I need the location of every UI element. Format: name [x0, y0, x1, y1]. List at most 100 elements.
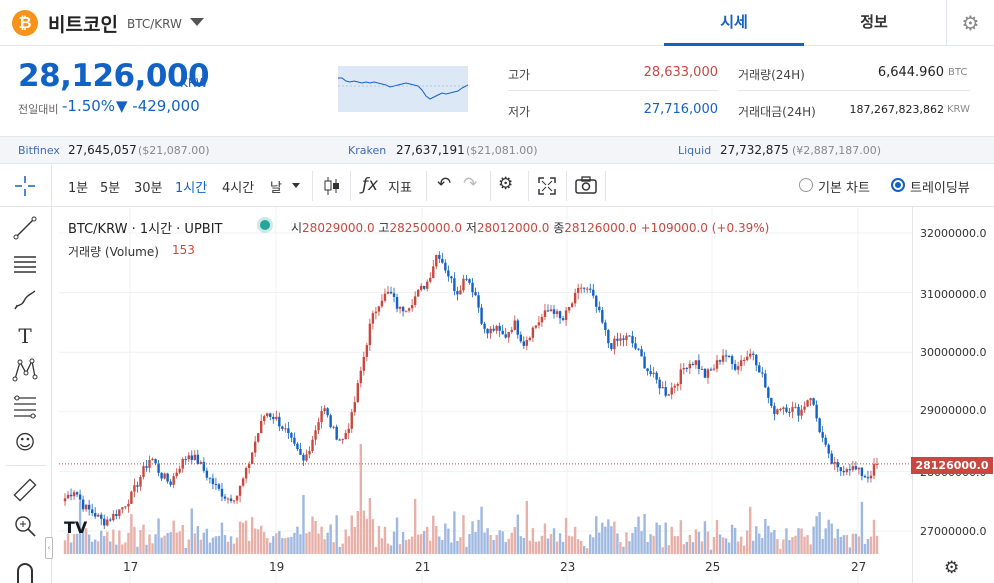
volume-bar: [429, 540, 432, 554]
candle: [516, 320, 519, 335]
candle: [356, 383, 360, 403]
candle: [854, 466, 858, 470]
exchange-name[interactable]: Liquid: [678, 144, 712, 157]
candle: [570, 303, 574, 307]
candle: [374, 311, 378, 314]
volume-bar: [81, 529, 85, 554]
candle: [423, 285, 426, 289]
coin-name[interactable]: 비트코인: [48, 14, 118, 36]
volume-bar: [353, 527, 356, 554]
volume-bar: [380, 538, 384, 554]
pattern-tool-icon[interactable]: [12, 357, 38, 383]
interval-1h[interactable]: 1시간: [175, 181, 208, 196]
tradingview-logo[interactable]: TV: [64, 518, 88, 537]
volume-bar: [100, 530, 103, 554]
basic-chart-label[interactable]: 기본 차트: [818, 181, 870, 196]
volume-bar: [516, 514, 519, 554]
magnet-icon[interactable]: [12, 559, 38, 583]
indicator-button[interactable]: 지표: [388, 181, 412, 196]
candle: [190, 455, 193, 460]
volume-bar: [573, 526, 577, 554]
candle: [160, 472, 163, 479]
candle: [727, 355, 731, 357]
ohlc-open: 28029000.0: [302, 221, 375, 235]
current-price: 28,126,000: [18, 58, 210, 94]
volume-bar: [205, 528, 209, 554]
interval-dropdown-icon[interactable]: [292, 183, 300, 188]
volume-bar: [589, 534, 592, 554]
volume-bar: [866, 539, 870, 554]
candle: [637, 348, 640, 350]
tab-quote[interactable]: 시세: [664, 0, 804, 46]
candle: [311, 439, 314, 452]
candle: [453, 278, 456, 292]
tradingview-radio[interactable]: [891, 178, 905, 192]
basic-chart-radio[interactable]: [799, 178, 813, 192]
volume-bar: [217, 535, 221, 554]
exchange-usd: ($21,087.00): [138, 144, 210, 157]
exchange-name[interactable]: Bitfinex: [18, 144, 60, 157]
candle-style-icon[interactable]: [322, 175, 342, 197]
candle: [749, 353, 752, 357]
undo-icon[interactable]: ↶: [437, 174, 452, 194]
text-tool-icon[interactable]: T: [18, 324, 32, 348]
fullscreen-icon[interactable]: [538, 177, 556, 195]
interval-4h[interactable]: 4시간: [222, 181, 255, 196]
gear-icon[interactable]: ⚙: [946, 0, 994, 46]
exchange-name[interactable]: Kraken: [348, 144, 387, 157]
chart-settings-gear-icon[interactable]: ⚙: [498, 174, 514, 194]
interval-1m[interactable]: 1분: [68, 181, 89, 196]
candle: [631, 335, 634, 344]
chevron-down-icon[interactable]: [190, 18, 204, 26]
time-tick: 21: [415, 560, 431, 574]
toolbar-collapse-handle[interactable]: ‹: [45, 537, 53, 559]
coin-pair[interactable]: BTC/KRW: [127, 17, 182, 31]
candle: [679, 369, 682, 384]
volume-bar: [63, 540, 67, 554]
volume-bar: [872, 519, 876, 554]
candle: [75, 492, 79, 495]
volume-bar: [344, 529, 347, 554]
volume-bar: [667, 545, 670, 554]
candle: [640, 349, 643, 357]
zoom-in-icon[interactable]: [12, 513, 38, 539]
fib-tool-icon[interactable]: [12, 393, 38, 419]
last-price-tag: 28126000.0: [911, 457, 993, 474]
volume-bar: [531, 528, 535, 554]
volume-bar: [863, 543, 867, 554]
price-axis[interactable]: [912, 207, 994, 583]
axis-settings-gear-icon[interactable]: ⚙: [944, 558, 960, 578]
emoji-tool-icon[interactable]: ☺: [14, 430, 36, 454]
candle: [172, 476, 175, 485]
candle: [833, 462, 836, 464]
candle: [392, 293, 396, 297]
redo-icon[interactable]: ↷: [463, 174, 478, 194]
volume-bar: [875, 535, 879, 554]
volume-bar: [127, 532, 130, 554]
volume-bar: [628, 541, 631, 554]
volume-bar: [157, 518, 160, 554]
volume-bar: [423, 531, 426, 554]
interval-5m[interactable]: 5분: [100, 181, 121, 196]
interval-day[interactable]: 날: [270, 181, 282, 196]
candlestick-chart[interactable]: [59, 207, 912, 583]
brush-tool-icon[interactable]: [12, 287, 38, 313]
interval-30m[interactable]: 30분: [134, 181, 163, 196]
tab-info[interactable]: 정보: [860, 13, 888, 31]
trendline-tool-icon[interactable]: [12, 215, 38, 241]
crosshair-tool[interactable]: [0, 165, 52, 207]
volume-bar: [721, 537, 725, 554]
candle: [127, 503, 130, 507]
indicator-fx-icon[interactable]: ƒx: [362, 175, 379, 195]
candle: [869, 475, 873, 479]
camera-icon[interactable]: [575, 176, 597, 194]
tradingview-label[interactable]: 트레이딩뷰: [910, 181, 970, 196]
candle: [465, 278, 468, 280]
candle: [362, 356, 366, 371]
candle: [531, 327, 535, 338]
volume-bar: [226, 541, 230, 554]
ruler-icon[interactable]: [12, 477, 38, 503]
horizontal-lines-tool-icon[interactable]: [12, 251, 38, 277]
volume-bar: [263, 532, 266, 554]
volume-bar: [525, 500, 529, 554]
